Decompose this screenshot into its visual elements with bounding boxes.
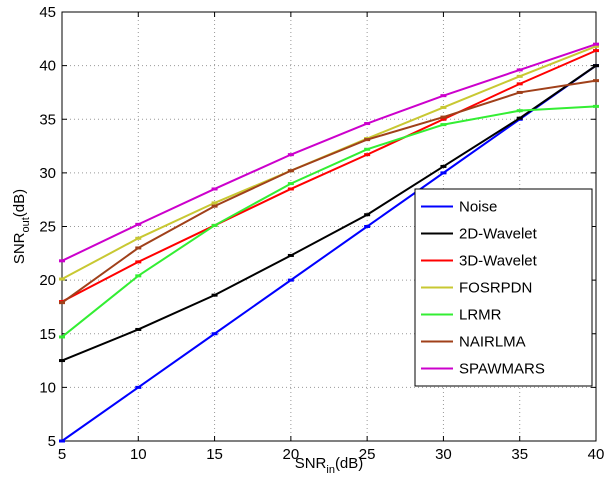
series-line [61,43,597,262]
x-tick-label: 25 [359,446,376,463]
y-label-sub: out [20,217,32,232]
legend-label: NAIRLMA [459,334,526,351]
series-line [61,64,597,442]
series-line [61,64,597,362]
y-tick-label: 15 [39,326,56,343]
x-label-main: SNR [295,455,327,472]
y-label-main: SNR [11,232,28,264]
legend-label: FOSRPDN [459,280,532,297]
x-label-sub: in [326,464,335,474]
x-tick-label: 40 [588,446,605,463]
plot-frame [61,11,597,442]
y-tick-label: 20 [39,272,56,289]
x-tick-label: 10 [130,446,147,463]
x-label-unit: (dB) [335,455,363,472]
x-tick-label: 5 [58,446,66,463]
y-label-unit: (dB) [11,189,28,217]
series-line [61,49,597,303]
x-tick-label: 30 [435,446,452,463]
legend-label: 2D-Wavelet [459,226,538,243]
y-tick-label: 35 [39,111,56,128]
legend-label: LRMR [459,307,502,324]
y-tick-label: 10 [39,379,56,396]
y-tick-label: 40 [39,58,56,75]
y-axis-label: SNRout(dB) [11,189,32,264]
y-tick-label: 5 [48,433,56,450]
series-line [61,105,597,338]
x-tick-label: 35 [511,446,528,463]
y-tick-label: 25 [39,219,56,236]
legend-label: 3D-Wavelet [459,253,538,270]
x-tick-label: 20 [283,446,300,463]
y-tick-label: 45 [39,4,56,21]
legend-label: SPAWMARS [459,361,545,378]
y-tick-label: 30 [39,165,56,182]
x-axis-label: SNRin(dB) [295,455,364,474]
legend-label: Noise [459,199,497,216]
series-line [61,79,597,304]
x-tick-label: 15 [206,446,223,463]
